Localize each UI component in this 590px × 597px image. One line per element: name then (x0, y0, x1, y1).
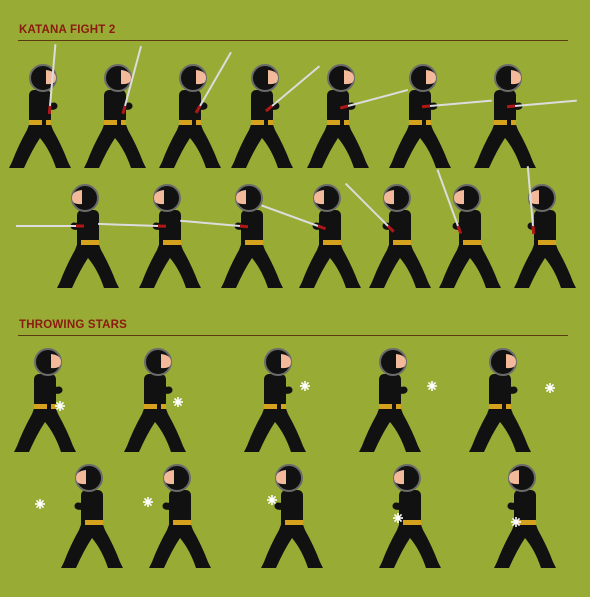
ninja-frame (16, 184, 119, 288)
throwing-star-icon (427, 381, 437, 391)
ninja-frame (436, 169, 501, 288)
ninja-frame (474, 64, 577, 168)
throwing-star-icon (143, 497, 153, 507)
throwing-star-icon (35, 499, 45, 509)
ninja-frame (9, 44, 71, 168)
throwing-star-icon (173, 397, 183, 407)
ninja-frame (261, 184, 361, 288)
throwing-star-icon (55, 401, 65, 411)
ninja-frame (124, 348, 186, 452)
ninja-frame (180, 184, 283, 288)
ninja-frame (98, 184, 201, 288)
ninja-frame (389, 64, 492, 168)
throwing-star-icon (511, 517, 521, 527)
ninja-frame (244, 348, 306, 452)
ninja-frame (307, 64, 409, 168)
ninja-frame (359, 348, 421, 452)
ninja-frame (469, 348, 531, 452)
section-divider (18, 40, 568, 41)
throwing-star-icon (393, 513, 403, 523)
ninja-frame (344, 182, 431, 288)
ninja-frame (514, 166, 576, 288)
section-title-katana: KATANA FIGHT 2 (19, 24, 116, 36)
throwing-star-icon (300, 381, 310, 391)
ninja-frame (61, 464, 123, 568)
throwing-star-icon (545, 383, 555, 393)
ninja-frame (159, 51, 232, 168)
section-divider (18, 335, 568, 336)
ninja-frame (84, 45, 146, 168)
ninja-frame (494, 464, 556, 568)
ninja-frame (261, 464, 323, 568)
ninja-frame (149, 464, 211, 568)
ninja-frame (379, 464, 441, 568)
ninja-frame (231, 64, 321, 168)
section-title-throwing-stars: THROWING STARS (19, 319, 127, 331)
throwing-star-icon (267, 495, 277, 505)
ninja-frame (14, 348, 76, 452)
